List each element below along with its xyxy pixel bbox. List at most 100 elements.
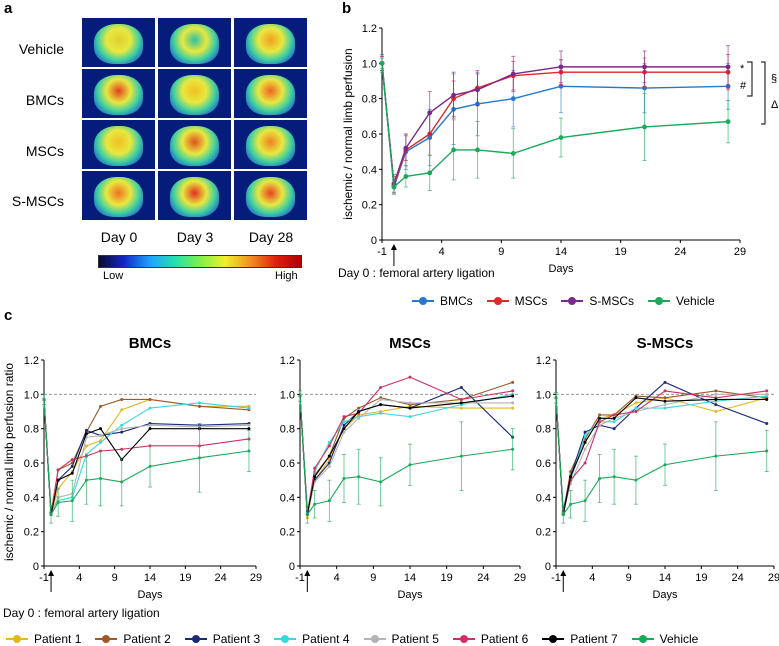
data-point bbox=[305, 513, 309, 516]
y-tick-label: 0.6 bbox=[24, 458, 39, 470]
x-tick-label: 14 bbox=[404, 572, 416, 584]
perfusion-blob bbox=[246, 177, 295, 217]
legend-swatch bbox=[184, 635, 207, 643]
data-point bbox=[56, 478, 60, 482]
data-point bbox=[99, 427, 103, 431]
x-tick-label: 29 bbox=[250, 572, 262, 584]
data-point bbox=[379, 385, 383, 389]
data-point bbox=[459, 454, 463, 458]
data-point bbox=[765, 392, 769, 396]
y-tick-label: 0.4 bbox=[280, 492, 295, 504]
x-tick-label: 29 bbox=[768, 572, 779, 584]
data-point bbox=[642, 64, 647, 70]
ligation-arrowhead bbox=[48, 570, 55, 576]
legend-item: Patient 2 bbox=[95, 632, 171, 646]
x-tick-label: -1 bbox=[551, 572, 561, 584]
data-point bbox=[120, 427, 124, 431]
y-tick-label: 0.2 bbox=[280, 527, 295, 539]
data-point bbox=[511, 447, 515, 451]
data-point bbox=[451, 147, 456, 153]
data-point bbox=[459, 401, 463, 405]
data-point bbox=[403, 174, 409, 179]
data-point bbox=[247, 423, 251, 427]
data-point bbox=[725, 119, 731, 125]
y-tick-label: 1.2 bbox=[536, 355, 551, 367]
data-point bbox=[70, 499, 74, 503]
data-point bbox=[70, 458, 74, 462]
perfusion-image bbox=[158, 120, 231, 169]
data-point bbox=[714, 389, 718, 393]
y-tick-label: 0.4 bbox=[536, 492, 551, 504]
data-point bbox=[459, 406, 463, 410]
data-point bbox=[197, 401, 201, 405]
data-point bbox=[663, 406, 667, 410]
legend-item: Vehicle bbox=[631, 632, 698, 646]
bracket-outer bbox=[761, 61, 766, 125]
perfusion-image bbox=[234, 171, 307, 220]
data-point bbox=[247, 427, 251, 431]
col-label-day28: Day 28 bbox=[248, 229, 294, 245]
series-line bbox=[381, 63, 729, 189]
perfusion-image bbox=[234, 18, 307, 67]
bracket-inner bbox=[747, 61, 753, 97]
data-point bbox=[403, 145, 409, 151]
data-point bbox=[148, 406, 152, 410]
legend-label: MSCs bbox=[514, 294, 548, 308]
data-point bbox=[342, 423, 346, 427]
data-point bbox=[451, 92, 456, 98]
data-point bbox=[408, 375, 412, 379]
perfusion-blob bbox=[246, 126, 295, 166]
series-line bbox=[43, 399, 249, 515]
x-axis-label: Days bbox=[137, 589, 163, 601]
y-tick-label: 0.2 bbox=[362, 200, 377, 212]
legend-item: Vehicle bbox=[648, 294, 715, 308]
data-point bbox=[612, 416, 616, 420]
y-tick-label: 0.2 bbox=[536, 527, 551, 539]
data-point bbox=[313, 502, 317, 506]
x-tick-label: 4 bbox=[76, 572, 82, 584]
data-point bbox=[634, 478, 638, 482]
data-point bbox=[148, 427, 152, 431]
legend-label: Patient 2 bbox=[123, 632, 171, 646]
perfusion-image bbox=[82, 18, 155, 67]
data-point bbox=[379, 60, 385, 66]
x-tick-label: 19 bbox=[615, 246, 627, 258]
x-tick-label: 9 bbox=[626, 572, 632, 584]
data-point bbox=[148, 397, 152, 401]
data-point bbox=[558, 64, 564, 70]
data-point bbox=[634, 401, 638, 405]
series-vehicle bbox=[379, 57, 731, 195]
data-point bbox=[120, 447, 124, 451]
data-point bbox=[511, 406, 515, 410]
data-point bbox=[379, 411, 383, 415]
x-tick-label: 9 bbox=[498, 246, 504, 258]
data-point bbox=[148, 464, 152, 468]
legend-item: Patient 7 bbox=[542, 632, 618, 646]
data-point bbox=[298, 394, 302, 398]
x-tick-label: 9 bbox=[370, 572, 376, 584]
panel-b-letter: b bbox=[342, 0, 352, 17]
y-tick-label: 1.0 bbox=[280, 389, 295, 401]
x-axis-label: Days bbox=[397, 589, 423, 601]
x-tick-label: 4 bbox=[589, 572, 595, 584]
legend-swatch bbox=[452, 635, 475, 643]
y-tick-label: 1.2 bbox=[280, 355, 295, 367]
data-point bbox=[313, 475, 317, 479]
data-point bbox=[663, 463, 667, 467]
x-tick-label: -1 bbox=[377, 246, 387, 258]
perfusion-blob bbox=[246, 24, 295, 64]
data-point bbox=[511, 394, 515, 398]
data-point bbox=[70, 464, 74, 468]
x-axis-label: Days bbox=[548, 263, 574, 275]
chart-b: 0 0.2 0.4 0.6 0.8 1.0 1.2 -1 4 9 14 19 24 29 Days ische… bbox=[338, 23, 779, 280]
data-point bbox=[583, 447, 587, 451]
y-tick-label: 0.6 bbox=[280, 458, 295, 470]
data-point bbox=[327, 454, 331, 458]
legend-label: Vehicle bbox=[676, 294, 715, 308]
series-patient-2 bbox=[42, 397, 251, 515]
data-point bbox=[561, 513, 565, 516]
col-label-day0: Day 0 bbox=[100, 229, 138, 245]
series-patient-2 bbox=[298, 380, 515, 516]
data-point bbox=[714, 403, 718, 407]
data-point bbox=[459, 385, 463, 389]
